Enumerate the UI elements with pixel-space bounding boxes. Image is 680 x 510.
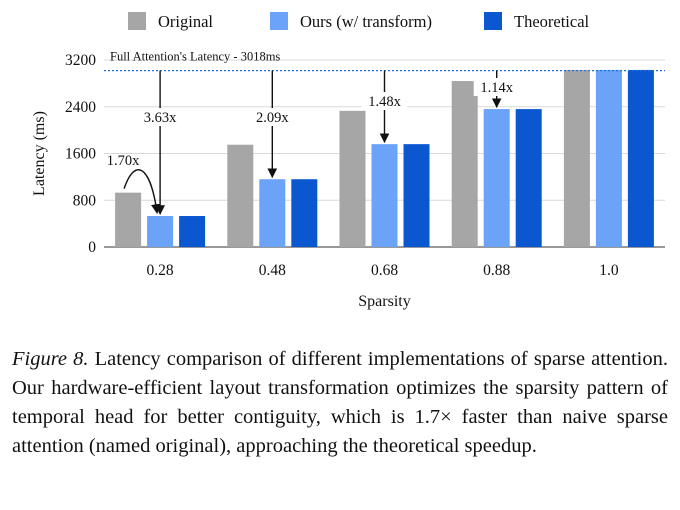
latency-bar-chart: 0 800 1600 2400 3200 0.28 0.48 0.68 0.88 1.0 Spars…	[31, 12, 665, 310]
y-tick-label: 3200	[65, 52, 96, 69]
bar-ours-w-transform-0.88	[483, 109, 510, 248]
bar-theoretical-0.48	[291, 179, 318, 247]
y-axis-title: Latency (ms)	[31, 111, 48, 196]
legend-label: Ours (w/ transform)	[300, 12, 432, 31]
bar-ours-w-transform-0.28	[147, 216, 174, 247]
legend-label: Theoretical	[514, 12, 590, 31]
speedup-label-bg	[473, 78, 520, 96]
bar-theoretical-0.68	[403, 144, 430, 247]
bar-ours-w-transform-0.68	[371, 144, 398, 247]
speedup-label: 1.70x	[107, 153, 140, 169]
y-tick-label: 800	[73, 192, 97, 209]
y-tick-label: 0	[88, 239, 96, 256]
speedup-arrow	[123, 169, 161, 214]
x-tick-label: 0.48	[259, 262, 286, 279]
x-tick-label: 0.68	[371, 262, 398, 279]
legend-swatch	[484, 12, 502, 30]
y-tick-label: 1600	[65, 146, 96, 163]
x-axis-title: Sparsity	[358, 293, 410, 310]
y-tick-label: 2400	[65, 99, 96, 116]
bar-original-0.68	[339, 110, 366, 247]
figure-caption: Figure 8. Latency comparison of differen…	[12, 345, 668, 461]
speedup-label: 1.14x	[480, 80, 513, 96]
bar-ours-w-transform-1.0	[595, 69, 622, 247]
legend-swatch	[128, 12, 146, 30]
bar-theoretical-0.28	[179, 216, 206, 247]
speedup-label-bg	[249, 108, 296, 126]
bar-original-1.0	[563, 69, 590, 247]
caption-text: Latency comparison of different implemen…	[12, 348, 668, 457]
legend-label: Original	[158, 12, 213, 31]
x-tick-label: 0.88	[483, 262, 510, 279]
bar-theoretical-1.0	[627, 69, 654, 247]
speedup-label-bg	[361, 92, 408, 110]
speedup-label-bg	[137, 108, 184, 126]
figure-label: Figure 8.	[12, 348, 89, 370]
speedup-label: 1.48x	[368, 94, 401, 110]
speedup-label: 3.63x	[144, 110, 177, 126]
reference-line-label: Full Attention's Latency - 3018ms	[110, 50, 280, 64]
x-tick-label: 1.0	[599, 262, 619, 279]
bar-original-0.28	[115, 192, 142, 247]
legend-swatch	[270, 12, 288, 30]
bar-theoretical-0.88	[515, 109, 542, 248]
x-tick-label: 0.28	[147, 262, 174, 279]
speedup-label: 2.09x	[256, 110, 289, 126]
bar-ours-w-transform-0.48	[259, 179, 286, 247]
bar-original-0.88	[451, 81, 478, 247]
bar-original-0.48	[227, 144, 254, 247]
